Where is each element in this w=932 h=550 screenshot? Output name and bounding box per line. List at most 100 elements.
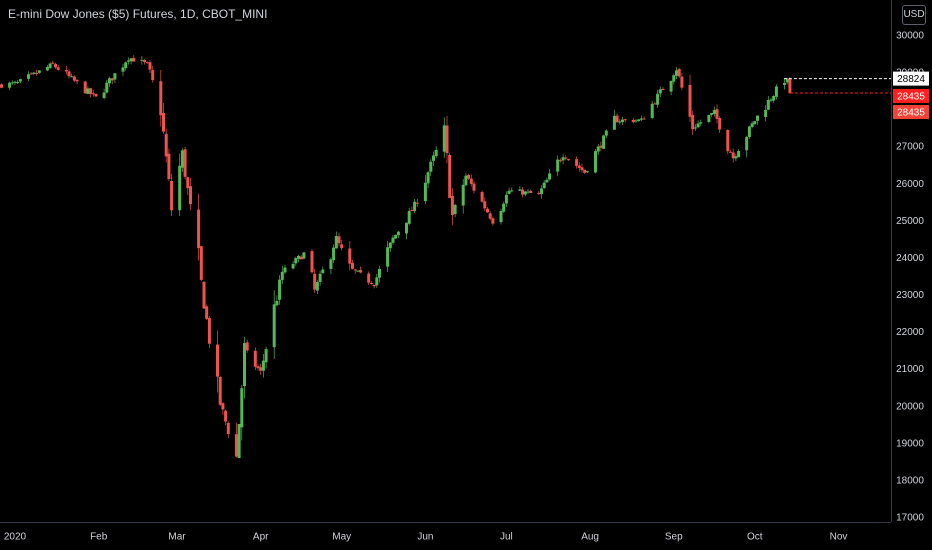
candle-up bbox=[334, 236, 338, 249]
candle-up bbox=[237, 424, 241, 459]
candle-down bbox=[680, 76, 684, 88]
candle-down bbox=[729, 151, 732, 153]
candle-up bbox=[750, 123, 754, 128]
candle-down bbox=[599, 145, 603, 148]
candle-up bbox=[121, 67, 125, 72]
candle-up bbox=[423, 182, 427, 202]
candle-up bbox=[240, 388, 244, 428]
candle-down bbox=[580, 167, 584, 171]
current-price-tag-text: 28435 bbox=[897, 92, 925, 103]
candle-up bbox=[32, 72, 36, 74]
candle-up bbox=[672, 75, 676, 82]
candle-up bbox=[388, 242, 392, 249]
candle-down bbox=[310, 251, 314, 273]
candle-up bbox=[264, 349, 268, 363]
candle-down bbox=[299, 256, 303, 260]
candle-down bbox=[367, 273, 371, 283]
candle-up bbox=[710, 113, 714, 115]
candle-up bbox=[275, 300, 279, 306]
candle-down bbox=[467, 175, 471, 179]
candle-down bbox=[567, 159, 570, 161]
candle-down bbox=[731, 152, 735, 159]
candle-down bbox=[691, 115, 695, 130]
candle-up bbox=[783, 82, 786, 85]
candle-down bbox=[537, 192, 541, 194]
candle-down bbox=[110, 78, 114, 81]
candle-up bbox=[637, 119, 641, 122]
candle-up bbox=[612, 115, 616, 130]
candle-up bbox=[712, 110, 716, 115]
candle-up bbox=[283, 267, 287, 273]
candle-up bbox=[753, 121, 757, 125]
time-axis[interactable]: 2020 Feb Mar Apr May Jun Jul Aug Sep Oct Nov bbox=[4, 532, 848, 543]
candle-up bbox=[302, 252, 306, 259]
candle-up bbox=[785, 78, 789, 83]
x-tick-label: 2020 bbox=[4, 532, 27, 543]
current-price-tag-alt-bg bbox=[893, 105, 929, 120]
x-tick-label: Oct bbox=[747, 532, 763, 543]
x-tick-label: Nov bbox=[830, 532, 848, 543]
x-tick-label: Aug bbox=[581, 532, 599, 543]
y-tick-label: 30000 bbox=[896, 31, 924, 42]
candle-up bbox=[126, 60, 130, 62]
candle-down bbox=[445, 125, 449, 154]
chart-title: E-mini Dow Jones ($5) Futures, 1D, CBOT_… bbox=[8, 7, 268, 21]
candle-up bbox=[745, 137, 749, 151]
candles-layer bbox=[0, 54, 792, 459]
candle-down bbox=[450, 195, 454, 216]
candle-down bbox=[369, 282, 373, 285]
candle-up bbox=[504, 194, 508, 204]
candle-up bbox=[434, 149, 438, 157]
candle-up bbox=[604, 130, 608, 136]
candle-up bbox=[386, 247, 390, 267]
candle-down bbox=[224, 410, 228, 422]
candle-up bbox=[124, 62, 128, 69]
candle-down bbox=[151, 70, 155, 81]
x-tick-label: Feb bbox=[90, 532, 108, 543]
candle-up bbox=[27, 74, 30, 79]
y-tick-label: 20000 bbox=[896, 401, 924, 412]
candle-down bbox=[313, 273, 317, 290]
candle-down bbox=[221, 403, 225, 410]
candle-up bbox=[129, 58, 133, 62]
candle-up bbox=[413, 201, 417, 212]
y-tick-label: 23000 bbox=[896, 290, 924, 301]
candle-up bbox=[18, 79, 22, 82]
candle-up bbox=[542, 182, 546, 189]
candle-up bbox=[394, 234, 398, 239]
candle-up bbox=[556, 159, 560, 172]
candle-up bbox=[461, 184, 465, 206]
candle-up bbox=[756, 115, 759, 121]
currency-button[interactable]: USD bbox=[902, 5, 926, 25]
x-tick-label: Sep bbox=[665, 532, 683, 543]
candle-up bbox=[769, 99, 773, 101]
candle-down bbox=[234, 434, 238, 457]
candle-down bbox=[205, 306, 209, 319]
candle-down bbox=[340, 244, 344, 249]
candle-down bbox=[718, 118, 722, 130]
candle-down bbox=[337, 236, 341, 244]
candle-down bbox=[677, 69, 681, 77]
price-lines-layer bbox=[783, 78, 891, 94]
candle-up bbox=[747, 126, 751, 137]
candle-up bbox=[453, 204, 457, 215]
candle-down bbox=[94, 93, 98, 97]
y-tick-label: 26000 bbox=[896, 179, 924, 190]
candle-up bbox=[585, 171, 589, 173]
candle-up bbox=[86, 88, 90, 94]
candle-down bbox=[486, 208, 489, 213]
candle-up bbox=[734, 156, 738, 159]
candle-down bbox=[35, 72, 39, 74]
candle-up bbox=[618, 121, 622, 123]
price-tags: 28824 28435 28435 bbox=[893, 71, 929, 120]
candle-down bbox=[186, 177, 190, 189]
candle-down bbox=[197, 209, 201, 249]
candle-down bbox=[715, 109, 719, 119]
candle-down bbox=[253, 350, 257, 367]
y-tick-label: 27000 bbox=[896, 142, 924, 153]
candle-down bbox=[558, 160, 562, 162]
candle-up bbox=[378, 268, 381, 278]
candle-down bbox=[183, 149, 187, 177]
